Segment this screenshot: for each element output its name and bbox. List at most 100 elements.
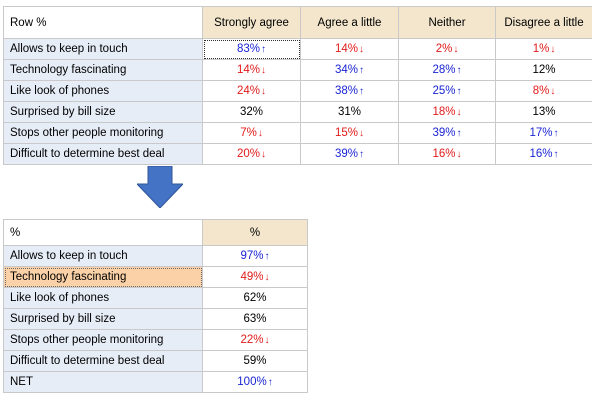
up-arrow-icon: ↑	[553, 128, 559, 139]
table-cell[interactable]: 38%↑	[300, 80, 399, 102]
table-cell[interactable]: 63%	[202, 308, 308, 330]
column-header[interactable]: Agree a little	[300, 6, 399, 39]
corner-label[interactable]: Row %	[3, 6, 203, 39]
cell-value: 28%	[432, 64, 456, 76]
cell-value: 49%	[240, 271, 264, 283]
column-header[interactable]: Disagree a little	[495, 6, 592, 39]
cell-value: 18%	[432, 106, 456, 118]
table-cell[interactable]: 14%↓	[300, 38, 399, 60]
table-cell[interactable]: 49%↓	[202, 266, 308, 288]
row-label[interactable]: Stops other people monitoring	[3, 122, 203, 144]
down-arrow-icon: ↓	[550, 86, 556, 97]
header-row: Row % Strongly agree Agree a little Neither…	[3, 6, 592, 39]
table-cell[interactable]: 1%↓	[495, 38, 592, 60]
row-label[interactable]: Like look of phones	[3, 287, 203, 309]
down-arrow-icon: ↓	[359, 128, 365, 139]
cell-value: 25%	[432, 85, 456, 97]
corner-label[interactable]: %	[3, 219, 203, 246]
down-arrow-icon: ↓	[261, 65, 267, 76]
table-row: Technology fascinating 14%↓ 34%↑ 28%↑ 12%	[3, 59, 592, 81]
row-label[interactable]: NET	[3, 371, 203, 393]
row-label[interactable]: Allows to keep in touch	[3, 38, 203, 60]
cell-value: 39%	[334, 148, 359, 160]
down-arrow-icon: ↓	[261, 86, 267, 97]
row-label[interactable]: Surprised by bill size	[3, 101, 203, 123]
table-cell[interactable]: 20%↓	[202, 143, 301, 165]
table-cell[interactable]: 14%↓	[202, 59, 301, 81]
table-cell[interactable]: 7%↓	[202, 122, 301, 144]
row-label[interactable]: Like look of phones	[3, 80, 203, 102]
column-header[interactable]: %	[202, 219, 308, 246]
cell-value: 13%	[532, 106, 556, 118]
summary-body: %% Allows to keep in touch 97%↑ Technology …	[3, 219, 308, 393]
cell-value: 14%	[236, 64, 261, 76]
cell-value: 14%	[334, 43, 359, 55]
table-cell[interactable]: 39%↑	[398, 122, 496, 144]
down-arrow-icon: ↓	[453, 44, 459, 55]
table-cell[interactable]: 34%↑	[300, 59, 399, 81]
column-header[interactable]: Strongly agree	[202, 6, 301, 39]
cell-value: 100%	[237, 376, 267, 388]
table-row: Difficult to determine best deal 59%	[3, 350, 308, 372]
row-label[interactable]: Difficult to determine best deal	[3, 143, 203, 165]
down-arrow-icon: ↓	[456, 149, 462, 160]
table-cell[interactable]: 59%	[202, 350, 308, 372]
cell-value: 38%	[334, 85, 359, 97]
row-label[interactable]: Surprised by bill size	[3, 308, 203, 330]
table-cell[interactable]: 28%↑	[398, 59, 496, 81]
table-cell[interactable]: 32%	[202, 101, 301, 123]
row-label[interactable]: Technology fascinating	[3, 266, 203, 288]
table-cell[interactable]: 39%↑	[300, 143, 399, 165]
up-arrow-icon: ↑	[359, 149, 365, 160]
up-arrow-icon: ↑	[264, 251, 270, 262]
table-cell[interactable]: 8%↓	[495, 80, 592, 102]
up-arrow-icon: ↑	[359, 65, 365, 76]
table-row: Difficult to determine best deal 20%↓ 39%↑…	[3, 143, 592, 165]
cell-value: 63%	[243, 313, 267, 325]
down-arrow-icon	[137, 166, 183, 208]
cell-value: 16%	[529, 148, 553, 160]
table-cell[interactable]: 31%	[300, 101, 399, 123]
cell-value: 31%	[337, 106, 362, 118]
cell-value: 2%	[435, 43, 453, 55]
table-cell[interactable]: 12%	[495, 59, 592, 81]
cell-value: 24%	[236, 85, 261, 97]
row-label[interactable]: Stops other people monitoring	[3, 329, 203, 351]
table-cell[interactable]: 100%↑	[202, 371, 308, 393]
up-arrow-icon: ↑	[261, 44, 267, 55]
up-arrow-icon: ↑	[267, 377, 273, 388]
table-cell[interactable]: 13%	[495, 101, 592, 123]
table-cell[interactable]: 16%↑	[495, 143, 592, 165]
table-cell[interactable]: 2%↓	[398, 38, 496, 60]
table-row: Like look of phones 62%	[3, 287, 308, 309]
table-cell[interactable]: 97%↑	[202, 245, 308, 267]
cell-value: 83%	[236, 43, 261, 55]
row-label[interactable]: Difficult to determine best deal	[3, 350, 203, 372]
cell-value: 17%	[529, 127, 553, 139]
table-cell[interactable]: 83%↑	[202, 38, 301, 60]
cell-value: 20%	[236, 148, 261, 160]
cell-value: 34%	[334, 64, 359, 76]
cell-value: 32%	[239, 106, 264, 118]
table-cell[interactable]: 25%↑	[398, 80, 496, 102]
table-cell[interactable]: 17%↑	[495, 122, 592, 144]
header-row: %%	[3, 219, 308, 246]
table-cell[interactable]: 15%↓	[300, 122, 399, 144]
cell-value: 59%	[243, 355, 267, 367]
table-row: Allows to keep in touch 83%↑ 14%↓ 2%↓ 1%↓	[3, 38, 592, 60]
table-cell[interactable]: 24%↓	[202, 80, 301, 102]
up-arrow-icon: ↑	[456, 86, 462, 97]
row-label[interactable]: Technology fascinating	[3, 59, 203, 81]
table-cell[interactable]: 22%↓	[202, 329, 308, 351]
cell-value: 8%	[532, 85, 550, 97]
up-arrow-icon: ↑	[553, 149, 559, 160]
table-cell[interactable]: 16%↓	[398, 143, 496, 165]
crosstab-table: Row % Strongly agree Agree a little Neither…	[3, 6, 592, 165]
down-arrow-icon: ↓	[359, 44, 365, 55]
table-cell[interactable]: 62%	[202, 287, 308, 309]
column-header[interactable]: Neither	[398, 6, 496, 39]
down-arrow-icon: ↓	[264, 335, 270, 346]
row-label[interactable]: Allows to keep in touch	[3, 245, 203, 267]
table-row: Stops other people monitoring 22%↓	[3, 329, 308, 351]
table-cell[interactable]: 18%↓	[398, 101, 496, 123]
